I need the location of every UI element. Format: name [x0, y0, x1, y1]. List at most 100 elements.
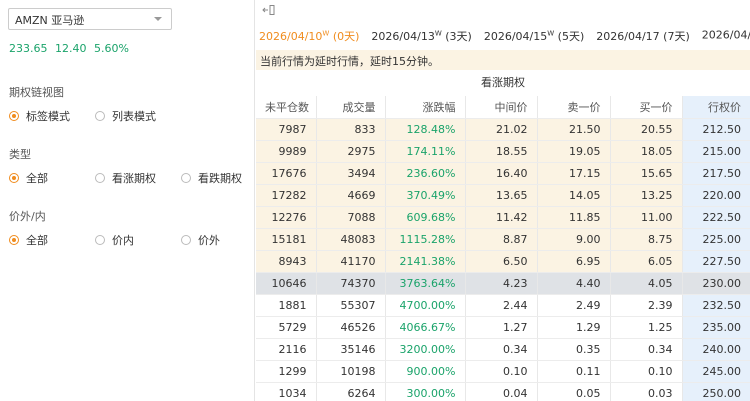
cell: 20.55 [609, 118, 682, 141]
cell: 212.50 [681, 118, 750, 141]
cell: 0.04 [464, 382, 537, 401]
cell: 8.87 [464, 228, 537, 251]
cell: 3763.64% [384, 272, 465, 295]
cell: 1.29 [536, 316, 610, 339]
cell: 35146 [315, 338, 385, 361]
cell: 18.55 [464, 140, 537, 163]
option-row[interactable]: 10646 74370 3763.64% 4.23 4.40 4.05 230.00 [256, 272, 750, 295]
table-title: 看涨期权 [481, 76, 525, 89]
radio-option[interactable]: 列表模式 [95, 108, 156, 124]
option-row[interactable]: 15181 48083 1115.28% 8.87 9.00 8.75 225.00 [256, 228, 750, 251]
sidebar: AMZN 亚马逊 233.65 12.40 5.60% 期权链视图 标签模式 列表模… [0, 0, 255, 401]
cell: 13.65 [464, 184, 537, 207]
column-header: 行权价 [681, 96, 750, 119]
expiry-tabs: 2026/04/10W (0天) 2026/04/13W (3天) 2026/04/… [256, 28, 750, 44]
cell: 17282 [256, 184, 316, 207]
cell: 74370 [315, 272, 385, 295]
radio-option[interactable]: 价外 [181, 232, 220, 248]
option-row[interactable]: 17676 3494 236.60% 16.40 17.15 15.65 217.50 [256, 162, 750, 185]
cell: 6.50 [464, 250, 537, 273]
radio-option[interactable]: 看涨期权 [95, 170, 156, 186]
expiry-tab[interactable]: 2026/04/15W (5天) [484, 28, 584, 44]
expiry-tab[interactable]: 2026/04/13W (3天) [371, 28, 471, 44]
expiry-date: 2026/04/10 [259, 30, 323, 43]
cell: 46526 [315, 316, 385, 339]
option-group: 期权链视图标签模式 列表模式 [9, 84, 249, 124]
cell: 0.10 [609, 360, 682, 383]
option-row[interactable]: 7987 833 128.48% 21.02 21.50 20.55 212.50 [256, 118, 750, 141]
cell: 9.00 [536, 228, 610, 251]
cell: 55307 [315, 294, 385, 317]
cell: 220.00 [681, 184, 750, 207]
cell: 240.00 [681, 338, 750, 361]
column-header: 买一价 [609, 96, 682, 119]
cell: 41170 [315, 250, 385, 273]
cell: 250.00 [681, 382, 750, 401]
cell: 0.34 [464, 338, 537, 361]
option-row[interactable]: 12276 7088 609.68% 11.42 11.85 11.00 222.50 [256, 206, 750, 229]
cell: 2975 [315, 140, 385, 163]
cell: 215.00 [681, 140, 750, 163]
cell: 19.05 [536, 140, 610, 163]
chain-panel: 2026/04/10W (0天) 2026/04/13W (3天) 2026/04/… [256, 0, 750, 401]
cell: 15181 [256, 228, 316, 251]
cell: 7088 [315, 206, 385, 229]
cell: 174.11% [384, 140, 465, 163]
cell: 2.39 [609, 294, 682, 317]
radio-option[interactable]: 全部 [9, 170, 48, 186]
symbol-select[interactable]: AMZN 亚马逊 [8, 8, 172, 30]
cell: 235.00 [681, 316, 750, 339]
group-label: 期权链视图 [9, 86, 64, 99]
expiry-date: 2026/04/13 [371, 30, 435, 43]
cell: 230.00 [681, 272, 750, 295]
days-left: (5天) [557, 30, 585, 43]
cell: 21.50 [536, 118, 610, 141]
option-row[interactable]: 2116 35146 3200.00% 0.34 0.35 0.34 240.00 [256, 338, 750, 361]
cell: 9989 [256, 140, 316, 163]
cell: 217.50 [681, 162, 750, 185]
expiry-tab[interactable]: 2026/04/17 (7天) [596, 28, 690, 44]
radio-label: 标签模式 [26, 110, 70, 123]
cell: 1.25 [609, 316, 682, 339]
weekly-badge: W [547, 29, 555, 38]
option-row[interactable]: 1034 6264 300.00% 0.04 0.05 0.03 250.00 [256, 382, 750, 401]
cell: 900.00% [384, 360, 465, 383]
radio-option[interactable]: 标签模式 [9, 108, 70, 124]
option-row[interactable]: 17282 4669 370.49% 13.65 14.05 13.25 220.00 [256, 184, 750, 207]
option-row[interactable]: 5729 46526 4066.67% 1.27 1.29 1.25 235.00 [256, 316, 750, 339]
radio [9, 173, 19, 183]
cell: 225.00 [681, 228, 750, 251]
expiry-tab[interactable]: 2026/04/10W (0天) [259, 28, 359, 44]
option-group: 类型 全部 看涨期权 看跌期权 [9, 146, 249, 186]
cell: 4066.67% [384, 316, 465, 339]
option-row[interactable]: 8943 41170 2141.38% 6.50 6.95 6.05 227.50 [256, 250, 750, 273]
group-label: 价外/内 [9, 210, 46, 223]
days-left: (3天) [445, 30, 472, 43]
radio-option[interactable]: 价内 [95, 232, 134, 248]
cell: 0.05 [536, 382, 610, 401]
cell: 1.27 [464, 316, 537, 339]
notice: 当前行情为延时行情，延时15分钟。 [256, 50, 750, 70]
cell: 13.25 [609, 184, 682, 207]
collapse-icon[interactable] [262, 4, 278, 16]
cell: 0.34 [609, 338, 682, 361]
cell: 1881 [256, 294, 316, 317]
radio-option[interactable]: 全部 [9, 232, 48, 248]
cell: 1115.28% [384, 228, 465, 251]
radio-option[interactable]: 看跌期权 [181, 170, 242, 186]
price: 233.65 [9, 42, 48, 55]
option-row[interactable]: 1881 55307 4700.00% 2.44 2.49 2.39 232.50 [256, 294, 750, 317]
option-row[interactable]: 1299 10198 900.00% 0.10 0.11 0.10 245.00 [256, 360, 750, 383]
cell: 3494 [315, 162, 385, 185]
cell: 11.85 [536, 206, 610, 229]
cell: 12276 [256, 206, 316, 229]
cell: 0.11 [536, 360, 610, 383]
cell: 232.50 [681, 294, 750, 317]
cell: 4700.00% [384, 294, 465, 317]
expiry-tab[interactable]: 2026/04/20W [702, 28, 750, 44]
option-row[interactable]: 9989 2975 174.11% 18.55 19.05 18.05 215.00 [256, 140, 750, 163]
cell: 227.50 [681, 250, 750, 273]
cell: 2.44 [464, 294, 537, 317]
cell: 21.02 [464, 118, 537, 141]
